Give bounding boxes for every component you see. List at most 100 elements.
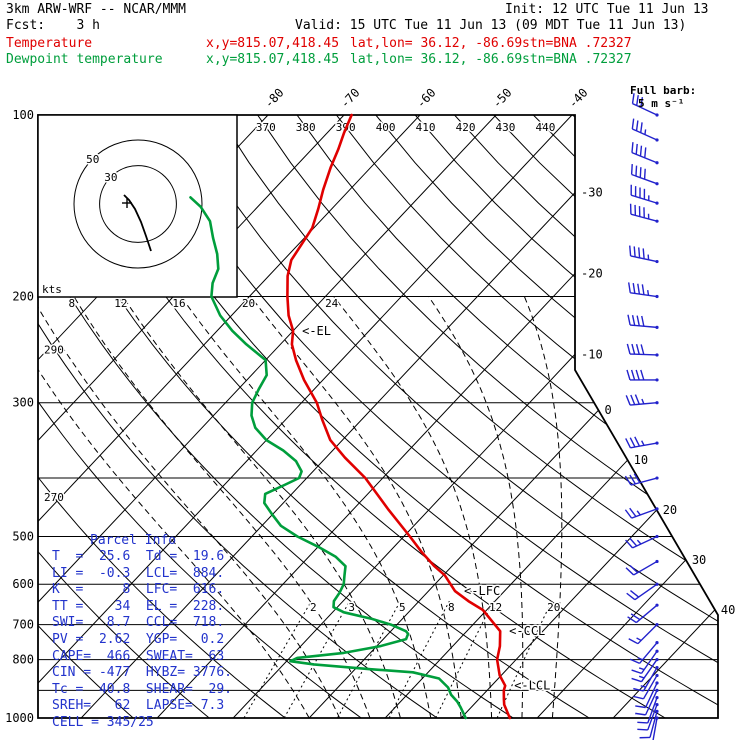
temperature-xy: x,y=815.07,418.45	[206, 36, 340, 51]
moist-adiabat-label: 8	[69, 297, 76, 310]
theta-left-label: 270	[44, 491, 64, 504]
dry-adiabat-line	[38, 115, 362, 718]
isotherm-top-labels: -80 -70 -60 -50 -40	[262, 86, 591, 111]
moist-adiabat-line	[428, 296, 524, 718]
hodograph-box	[37, 114, 238, 298]
moist-adiabat-label: 24	[325, 297, 339, 310]
hodograph-units-label: kts	[42, 283, 62, 296]
wind-barb	[629, 203, 659, 223]
dry-adiabat-line	[257, 115, 718, 718]
isotherm-line	[612, 115, 718, 718]
wind-barb	[625, 436, 659, 449]
isotherm-right-label: -10	[581, 347, 603, 361]
fcst-hour: Fcst: 3 h	[6, 18, 100, 33]
wind-barb-column	[624, 93, 659, 740]
dry-adiabat-line	[178, 115, 718, 718]
theta-top-label: 420	[456, 121, 476, 134]
hodograph-ring-label: 50	[86, 153, 99, 166]
wind-barb	[627, 314, 659, 329]
isotherm-line	[38, 115, 573, 718]
wind-barb	[624, 473, 659, 486]
pressure-axis-labels: 100 200 300 500 600 700 800 1000	[5, 108, 34, 725]
wind-barb	[637, 695, 659, 724]
parcel-info-title: Parcel Info	[90, 533, 177, 548]
isotherm-top-label: -80	[262, 86, 287, 111]
dry-adiabat-line	[38, 115, 438, 718]
pressure-tick-label: 600	[12, 577, 34, 591]
wind-barb	[639, 709, 659, 739]
dry-adiabat-line	[38, 115, 210, 718]
hodograph-trace	[123, 194, 152, 252]
level-marker-label: <-EL	[302, 324, 331, 338]
dewpoint-legend-label: Dewpoint temperature	[6, 52, 163, 67]
level-marker-label: <-CCL	[509, 624, 545, 638]
isotherm-top-label: -70	[338, 86, 363, 111]
isotherm-line	[536, 115, 718, 718]
hodograph-ring	[73, 139, 203, 269]
isotherm-right-label: -20	[581, 267, 603, 281]
isotherm-right-label: -30	[581, 186, 603, 200]
theta-top-label: 440	[535, 121, 555, 134]
wind-barb	[626, 582, 659, 601]
theta-top-label: 430	[496, 121, 516, 134]
plot-boundary	[37, 114, 719, 719]
barb-legend: Full barb:5 m s⁻¹	[630, 84, 696, 110]
wind-barb	[630, 184, 659, 205]
isotherm-line	[460, 115, 718, 718]
wind-barb	[652, 716, 659, 740]
isotherm-right-label: 0	[604, 403, 611, 417]
isotherm-right-label: 20	[663, 503, 677, 517]
wind-barb	[637, 702, 659, 731]
wind-barb	[631, 142, 659, 165]
isotherm-right-label: 30	[692, 553, 706, 567]
theta-top-label: 370	[256, 121, 276, 134]
hodograph-ring-label: 30	[104, 171, 117, 184]
wind-barb	[633, 666, 659, 692]
dry-adiabat-line	[38, 115, 286, 718]
wind-barb	[625, 394, 659, 406]
wind-barb	[625, 534, 659, 549]
dewpoint-xy: x,y=815.07,418.45	[206, 52, 340, 67]
mixing-ratio-label: 12	[489, 601, 502, 614]
mixing-ratio-label: 2	[310, 601, 317, 614]
init-time: Init: 12 UTC Tue 11 Jun 13	[505, 2, 709, 17]
mixing-ratio-line	[283, 600, 351, 718]
dry-adiabat-line	[414, 115, 718, 718]
isotherm-top-label: -40	[566, 86, 591, 111]
moist-adiabat-line	[38, 296, 341, 718]
moist-adiabat-labels: 8 12 16 20 24	[67, 296, 340, 312]
temperature-latlon: lat,lon= 36.12, -86.69	[350, 36, 523, 51]
dewpoint-latlon: lat,lon= 36.12, -86.69	[350, 52, 523, 67]
moist-adiabat-line	[523, 296, 563, 718]
wind-barb	[631, 118, 659, 142]
dewpoint-station: stn=BNA .72327	[522, 52, 632, 67]
wind-barb	[631, 657, 659, 683]
moist-adiabat-line	[250, 296, 462, 718]
dry-adiabat-line	[375, 115, 718, 718]
moist-adiabat-label: 20	[242, 297, 255, 310]
wind-barb	[626, 343, 659, 357]
barb-legend-line1: Full barb:	[630, 84, 696, 97]
level-markers: <-EL <-LFC <-CCL <-LCL	[301, 322, 552, 694]
isotherm-right-label: 10	[634, 453, 648, 467]
dry-adiabat-line	[336, 115, 718, 718]
theta-left-label: 290	[44, 344, 64, 357]
moist-adiabat-line	[180, 296, 432, 718]
isotherm-line	[80, 115, 649, 718]
dry-adiabat-line	[296, 115, 718, 718]
dry-adiabat-line	[217, 115, 718, 718]
wind-barb	[630, 164, 659, 186]
pressure-tick-label: 300	[12, 396, 34, 410]
mixing-ratio-label: 5	[399, 601, 406, 614]
mixing-ratio-line	[388, 600, 450, 718]
wind-barb	[629, 245, 659, 264]
pressure-tick-label: 200	[12, 290, 34, 304]
pressure-tick-label: 100	[12, 108, 34, 122]
wind-barb	[635, 681, 659, 709]
pressure-tick-label: 500	[12, 529, 34, 543]
hodograph-inset: 30 50 kts	[37, 114, 238, 298]
wind-barb	[627, 282, 659, 299]
wind-barb	[625, 559, 659, 576]
wind-barb	[629, 641, 659, 664]
theta-top-label: 400	[376, 121, 396, 134]
